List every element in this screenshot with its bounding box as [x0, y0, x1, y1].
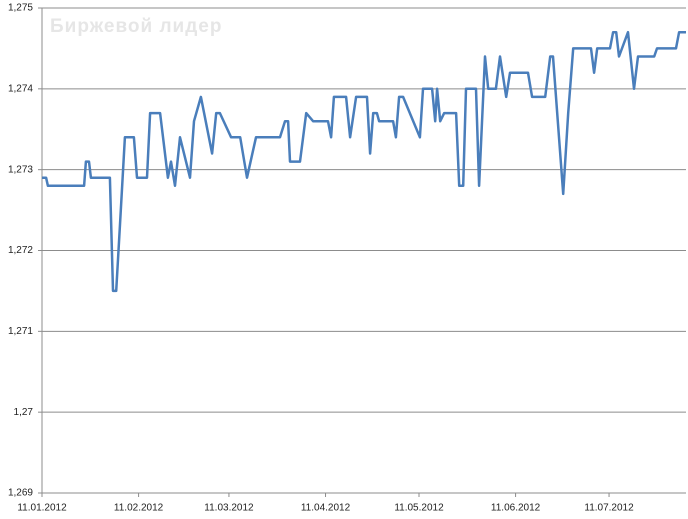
y-tick-label: 1,27 [14, 407, 34, 418]
x-tick-label: 11.05.2012 [394, 503, 444, 514]
y-tick-label: 1,273 [8, 164, 33, 175]
x-tick-label: 11.07.2012 [584, 503, 634, 514]
y-tick-label: 1,275 [8, 3, 33, 14]
x-tick-label: 11.02.2012 [114, 503, 164, 514]
watermark: Биржевой лидер [50, 16, 222, 37]
x-tick-label: 11.04.2012 [301, 503, 351, 514]
line-series [42, 30, 686, 293]
x-tick-label: 11.01.2012 [17, 503, 67, 514]
y-tick-label: 1,272 [8, 245, 33, 256]
x-tick-label: 11.06.2012 [491, 503, 541, 514]
x-tick-label: 11.03.2012 [204, 503, 254, 514]
y-tick-label: 1,269 [8, 488, 33, 499]
y-tick-label: 1,271 [8, 326, 33, 337]
y-tick-label: 1,274 [8, 83, 33, 94]
